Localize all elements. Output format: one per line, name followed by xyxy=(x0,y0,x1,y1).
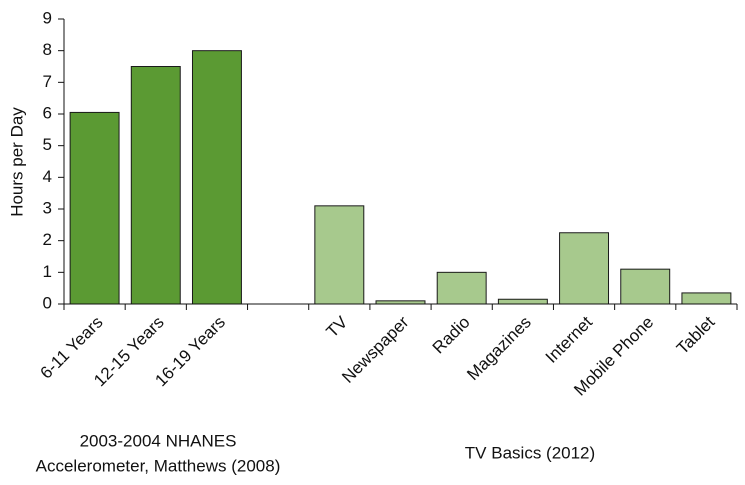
y-tick-label: 0 xyxy=(43,293,52,312)
bar xyxy=(497,298,548,305)
bar xyxy=(559,232,610,305)
bar xyxy=(314,205,365,305)
bar xyxy=(620,268,671,305)
y-tick-label: 3 xyxy=(43,198,52,217)
x-tick-label: TV xyxy=(323,312,352,341)
y-axis-label: Hours per Day xyxy=(7,107,26,217)
y-tick-label: 5 xyxy=(43,135,52,154)
bar xyxy=(436,271,487,305)
bar xyxy=(191,50,242,305)
bar xyxy=(681,292,732,305)
y-tick-label: 8 xyxy=(43,40,52,59)
x-tick-label: Newspaper xyxy=(338,312,412,386)
group-label: TV Basics (2012) xyxy=(465,443,595,462)
group-label: Accelerometer, Matthews (2008) xyxy=(36,456,281,475)
x-tick-label: Magazines xyxy=(463,313,535,385)
x-tick-label: Internet xyxy=(542,312,596,366)
bar xyxy=(130,66,181,305)
x-tick-label: Tablet xyxy=(673,312,719,358)
y-tick-label: 9 xyxy=(43,8,52,27)
y-tick-label: 7 xyxy=(43,72,52,91)
y-tick-label: 1 xyxy=(43,262,52,281)
y-tick-label: 6 xyxy=(43,103,52,122)
y-tick-label: 4 xyxy=(43,167,52,186)
group-label: 2003-2004 NHANES xyxy=(80,431,237,450)
x-tick-label: Radio xyxy=(429,313,474,358)
y-tick-label: 2 xyxy=(43,230,52,249)
bar xyxy=(69,111,120,305)
